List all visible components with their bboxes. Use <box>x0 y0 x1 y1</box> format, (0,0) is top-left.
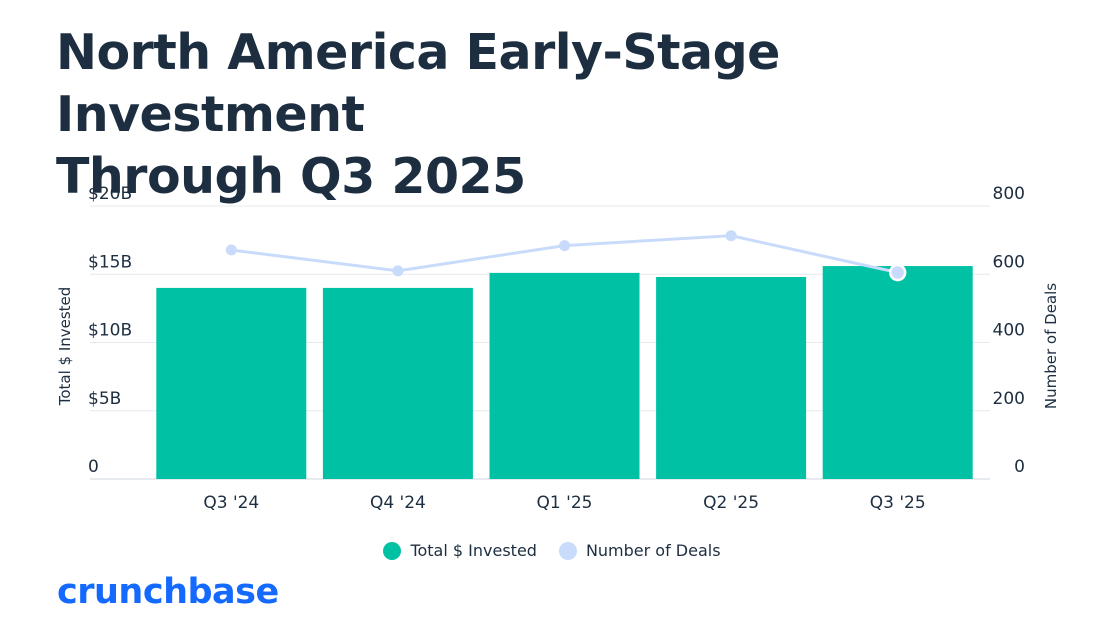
x-tick-label: Q3 '25 <box>870 493 926 513</box>
legend: Total $ Invested Number of Deals <box>0 541 1104 560</box>
x-tick-label: Q1 '25 <box>537 493 593 513</box>
legend-item-number-of-deals[interactable]: Number of Deals <box>558 541 721 560</box>
legend-swatch-total-invested <box>383 541 402 560</box>
bar <box>322 287 473 479</box>
bar <box>489 272 640 479</box>
chart-title-line-1: North America Early-Stage Investment <box>56 24 780 143</box>
y-left-tick-label: $10B <box>88 321 132 341</box>
y-left-axis-title: Total $ Invested <box>56 287 74 407</box>
deals-point <box>225 244 237 256</box>
x-tick-label: Q3 '24 <box>203 493 259 513</box>
deals-point <box>392 265 404 277</box>
legend-swatch-number-of-deals <box>558 541 577 560</box>
y-left-tick-label: $20B <box>88 184 132 204</box>
y-right-tick-label: 800 <box>993 184 1025 204</box>
bar <box>656 276 807 479</box>
y-right-tick-label: 600 <box>993 252 1025 272</box>
y-right-tick-label: 400 <box>993 321 1025 341</box>
chart-title: North America Early-Stage Investment Thr… <box>56 22 1056 208</box>
axis-ticks: 0 $5B $10B $15B $20B 0 200 400 600 800 Q3 '24 Q4 '2… <box>88 184 1025 513</box>
x-tick-label: Q4 '24 <box>370 493 426 513</box>
legend-label-number-of-deals: Number of Deals <box>585 541 721 560</box>
y-left-tick-label: $15B <box>88 252 132 272</box>
y-left-tick-label: 0 <box>88 457 99 477</box>
deals-point <box>888 263 907 282</box>
deals-point <box>725 230 737 242</box>
deals-point <box>559 240 570 252</box>
y-right-axis-title: Number of Deals <box>1042 283 1060 409</box>
line-series <box>225 230 907 282</box>
legend-label-total-invested: Total $ Invested <box>410 541 537 560</box>
bar <box>822 266 973 479</box>
y-right-tick-label: 0 <box>1014 457 1025 477</box>
legend-item-total-invested[interactable]: Total $ Invested <box>383 541 537 560</box>
x-tick-label: Q2 '25 <box>703 493 759 513</box>
chart-title-line-2: Through Q3 2025 <box>56 148 526 205</box>
y-right-tick-label: 200 <box>993 389 1025 409</box>
bar <box>156 287 307 479</box>
y-left-tick-label: $5B <box>88 389 121 409</box>
bar-series <box>156 266 973 479</box>
crunchbase-logo: crunchbase <box>57 572 279 612</box>
